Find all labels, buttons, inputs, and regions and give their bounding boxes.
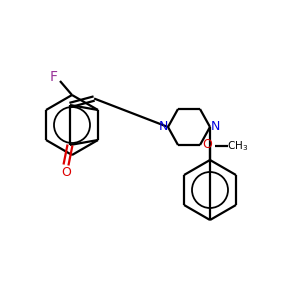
Text: N: N xyxy=(158,119,168,133)
Text: N: N xyxy=(210,119,220,133)
Text: F: F xyxy=(50,70,58,84)
Text: CH$_3$: CH$_3$ xyxy=(227,139,249,153)
Text: O: O xyxy=(202,139,212,152)
Text: O: O xyxy=(61,167,71,179)
